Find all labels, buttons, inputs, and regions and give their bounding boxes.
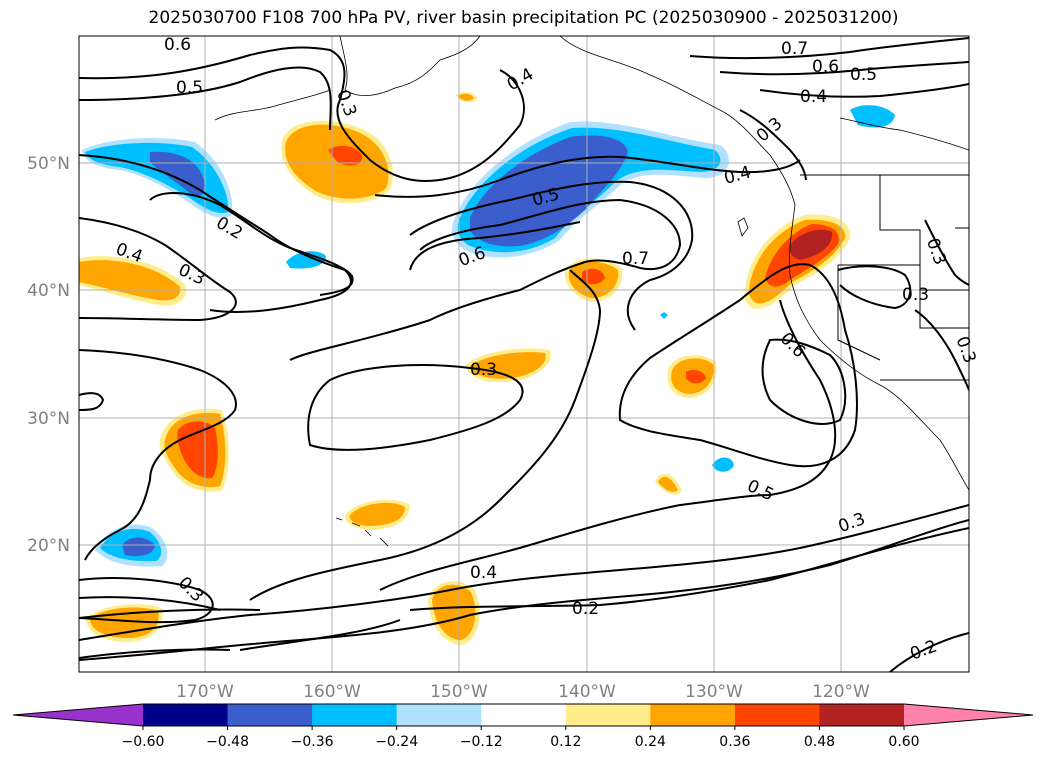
contour-label: 0.5 <box>850 65 877 85</box>
colorbar-tick-label: 0.36 <box>719 734 750 750</box>
contour-label: 0.5 <box>176 78 203 98</box>
contour-label: 0.3 <box>470 360 497 380</box>
contour-label: 0.6 <box>812 57 839 77</box>
contour-label: 0.4 <box>800 87 827 107</box>
contour-label: 0.3 <box>332 87 360 119</box>
precip-pos-nw-3 <box>328 145 363 166</box>
lon-tick-label: 160°W <box>303 682 361 702</box>
precip-neg-mid <box>286 251 326 269</box>
lon-tick-label: 130°W <box>685 682 743 702</box>
precip-pos-small-2 <box>658 476 678 492</box>
lat-tick-label: 50°N <box>27 154 70 174</box>
lat-tick-label: 40°N <box>27 281 70 301</box>
contour-label: 0.2 <box>572 599 599 619</box>
colorbar-tick-label: −0.48 <box>206 734 249 750</box>
contour-label: 0.4 <box>470 563 497 583</box>
colorbar-segment <box>565 704 651 726</box>
lat-tick-labels: 20°N 30°N 40°N 50°N <box>27 154 70 556</box>
contour-label: 0.7 <box>622 249 649 269</box>
coastlines <box>214 36 969 547</box>
colorbar-tick-label: −0.24 <box>375 734 418 750</box>
colorbar-tick-label: 0.60 <box>888 734 919 750</box>
colorbar-segment <box>819 704 905 726</box>
colorbar-tick-label: 0.24 <box>635 734 666 750</box>
colorbar-segment <box>312 704 398 726</box>
colorbar-tick-label: 0.12 <box>550 734 581 750</box>
lon-tick-label: 120°W <box>812 682 870 702</box>
contour-label: 0.6 <box>164 35 191 55</box>
colorbar-segment <box>396 704 482 726</box>
precip-neg-sm1 <box>712 457 734 472</box>
map-frame <box>78 35 970 673</box>
precip-pos-s-2 <box>432 584 476 640</box>
pv-contours <box>79 37 969 672</box>
precip-neg-sw-3 <box>122 537 155 557</box>
precip-neg-ne <box>850 105 895 128</box>
contour-label: 0.3 <box>922 235 950 267</box>
precip-pos-center-2 <box>470 352 546 379</box>
precip-pos-nw-2 <box>285 124 389 199</box>
contour-label: 0.3 <box>902 285 929 305</box>
colorbar-segment <box>650 704 736 726</box>
contour-label: 0.6 <box>776 329 809 362</box>
lon-tick-label: 170°W <box>176 682 234 702</box>
contour-label: 0.4 <box>504 64 537 95</box>
colorbar: −0.60 −0.48 −0.36 −0.24 −0.12 0.12 0.24 0.36 0.4… <box>12 703 1034 750</box>
precip-pos-mid-3 <box>582 268 605 285</box>
lat-tick-label: 20°N <box>27 536 70 556</box>
lon-tick-label: 140°W <box>558 682 616 702</box>
lon-tick-label: 150°W <box>430 682 488 702</box>
colorbar-tick-label: −0.12 <box>460 734 503 750</box>
contour-label: 0.2 <box>907 636 939 664</box>
colorbar-segment <box>481 704 567 726</box>
lon-tick-labels: 170°W 160°W 150°W 140°W 130°W 120°W <box>176 682 870 702</box>
precip-pos-hi-2 <box>349 502 405 526</box>
colorbar-tick-label: 0.48 <box>804 734 835 750</box>
colorbar-extend-high <box>904 704 1033 726</box>
colorbar-extend-low <box>13 704 143 726</box>
contour-label: 0.5 <box>744 476 777 506</box>
colorbar-tick-label: −0.60 <box>122 734 165 750</box>
colorbar-segment <box>143 704 229 726</box>
precip-neg-sm2 <box>660 312 668 319</box>
borders <box>800 174 969 381</box>
contour-label: 0.7 <box>781 39 808 59</box>
precip-pos-hawaii-n-2 <box>458 93 474 101</box>
precip-pos-c2-3 <box>686 370 706 384</box>
colorbar-segment <box>734 704 820 726</box>
precip-pos-coast-4 <box>789 229 833 260</box>
colorbar-segment <box>227 704 313 726</box>
colorbar-tick-label: −0.36 <box>291 734 334 750</box>
lat-tick-label: 30°N <box>27 409 70 429</box>
precip-shading <box>79 92 895 645</box>
map-title: 2025030700 F108 700 hPa PV, river basin … <box>148 8 899 28</box>
